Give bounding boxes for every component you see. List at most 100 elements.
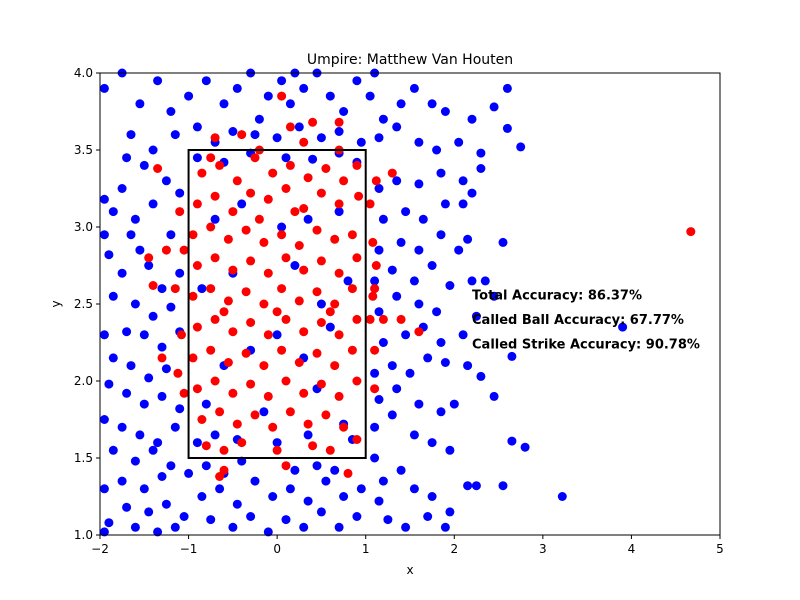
y-tick-label: 3.5 [74,143,93,157]
ball-point [445,445,455,455]
strike-point [294,296,304,306]
strike-point [219,307,229,317]
ball-point [463,234,473,244]
y-axis: 1.0 1.5 2.0 2.5 3.0 3.5 4.0 [74,66,100,542]
ball-point [507,351,517,361]
ball-point [471,311,481,321]
strike-point [241,348,251,358]
ball-point [409,83,419,93]
strike-point [228,265,238,275]
ball-point [401,330,411,340]
strike-point [201,441,211,451]
ball-point [148,445,158,455]
ball-point [423,512,433,521]
strike-point [371,176,381,186]
ball-point [179,512,189,521]
ball-point [334,522,344,532]
ball-point [281,153,291,163]
strike-point [686,227,696,237]
ball-point [330,465,340,475]
ball-point [108,353,118,363]
strike-point [272,307,282,317]
ball-point [170,130,180,140]
x-tick-label: −1 [180,542,198,556]
ball-point [170,422,180,432]
annotations-layer: Total Accuracy: 86.37% Called Ball Accura… [472,288,700,352]
strike-point [228,327,238,337]
strike-point [370,345,380,355]
ball-point [285,99,295,109]
ball-point [263,91,273,101]
strike-point [237,438,247,448]
ball-point [436,230,446,240]
strike-point [396,314,406,324]
ball-point [365,91,375,101]
strike-point [263,194,273,204]
ball-point [122,153,132,163]
strike-point [334,391,344,401]
strike-point [294,358,304,367]
y-tick-label: 3.0 [74,220,93,234]
ball-point [458,176,468,186]
ball-point [99,194,109,204]
ball-point [246,512,256,521]
ball-point [352,512,362,521]
ball-point [108,445,118,455]
ball-point [445,507,455,517]
strike-point [316,318,326,327]
strike-point [237,130,247,140]
ball-point [232,83,242,93]
ball-point [122,388,132,398]
ball-point [436,168,446,178]
ball-point [387,265,397,275]
strike-point [371,261,381,270]
x-tick-label: 5 [716,542,724,556]
strike-point [321,164,331,173]
strike-point [223,234,233,244]
strike-point [347,284,357,294]
ball-point [436,338,446,347]
ball-point [454,245,464,255]
strike-point [325,307,335,317]
strike-point [339,422,349,432]
ball-point [299,83,309,93]
strike-point [197,168,207,178]
ball-point [135,99,145,109]
strike-point [250,410,260,420]
ball-point [423,353,433,363]
strike-point [228,388,238,398]
strike-point [259,361,269,371]
strike-point [192,261,202,270]
ball-point [343,276,353,286]
x-axis: −2 −1 0 1 2 3 4 5 [91,535,724,556]
strike-point [365,314,375,324]
strike-point [330,234,340,244]
ball-point [520,442,530,452]
ball-point [392,384,402,394]
ball-point [396,237,406,247]
strike-point [352,376,362,386]
ball-point [299,522,309,532]
strike-point [277,230,287,240]
ball-point [166,230,176,240]
ball-point [259,407,269,417]
ball-point [157,391,167,401]
strike-point [312,225,322,235]
ball-point [378,476,388,486]
ball-point [130,522,140,532]
strike-point [354,191,364,201]
annotation-text: Total Accuracy: 86.37% [472,288,642,303]
ball-point [418,214,428,224]
ball-point [356,137,366,147]
ball-point [463,481,473,491]
ball-point [281,515,291,525]
strike-point [281,253,291,263]
strike-point [281,314,291,324]
ball-point [166,107,176,116]
strike-point [241,225,251,235]
strike-point [285,160,295,170]
ball-point [139,484,149,494]
strike-point [179,388,189,398]
strike-point [268,168,278,178]
ball-point [308,154,318,164]
